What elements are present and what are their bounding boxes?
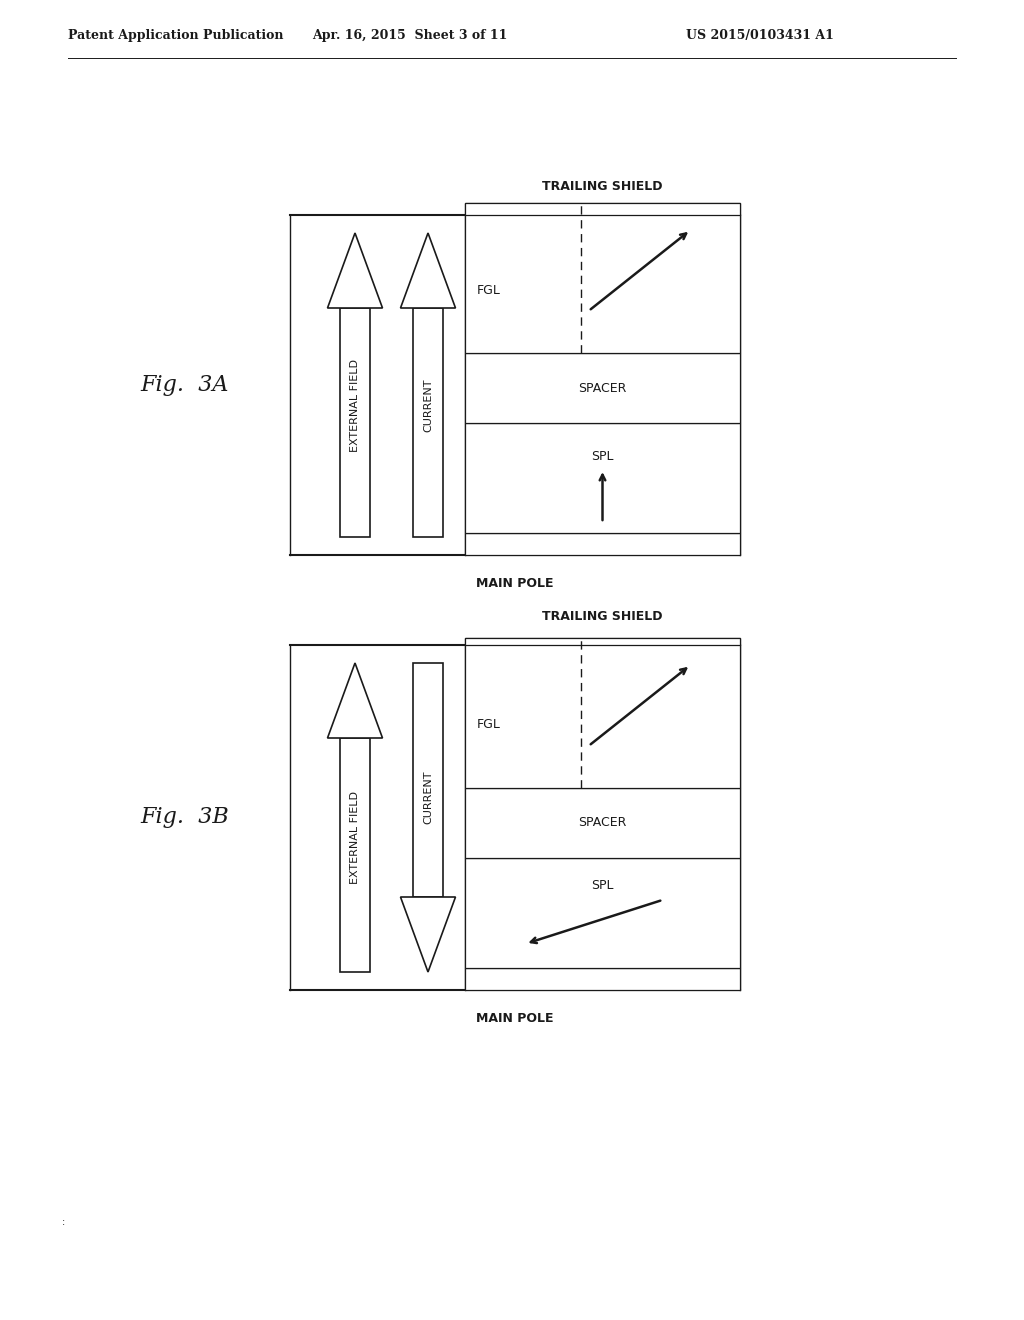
Text: FGL: FGL: [477, 718, 501, 731]
Bar: [465, 203, 740, 352]
Bar: [340, 308, 370, 537]
Bar: [340, 738, 370, 972]
Text: SPL: SPL: [591, 450, 613, 462]
Bar: [465, 858, 740, 968]
Polygon shape: [328, 234, 383, 308]
Bar: [413, 308, 443, 537]
Bar: [465, 352, 740, 422]
Bar: [465, 638, 740, 645]
Bar: [465, 638, 740, 788]
Bar: [465, 533, 740, 554]
Text: CURRENT: CURRENT: [423, 771, 433, 824]
Text: Fig.  3B: Fig. 3B: [140, 807, 229, 829]
Text: EXTERNAL FIELD: EXTERNAL FIELD: [350, 791, 360, 884]
Polygon shape: [328, 663, 383, 738]
Text: CURRENT: CURRENT: [423, 379, 433, 432]
Text: MAIN POLE: MAIN POLE: [476, 1012, 554, 1026]
Bar: [465, 422, 740, 533]
Text: SPACER: SPACER: [579, 817, 627, 829]
Text: SPACER: SPACER: [579, 381, 627, 395]
Bar: [465, 788, 740, 858]
Text: Apr. 16, 2015  Sheet 3 of 11: Apr. 16, 2015 Sheet 3 of 11: [312, 29, 508, 41]
Polygon shape: [400, 898, 456, 972]
Text: SPL: SPL: [591, 879, 613, 892]
Text: MAIN POLE: MAIN POLE: [476, 577, 554, 590]
Text: FGL: FGL: [477, 284, 501, 297]
Text: EXTERNAL FIELD: EXTERNAL FIELD: [350, 359, 360, 451]
Text: Fig.  3A: Fig. 3A: [140, 374, 229, 396]
Bar: [465, 968, 740, 990]
Bar: [465, 203, 740, 215]
Text: TRAILING SHIELD: TRAILING SHIELD: [543, 610, 663, 623]
Text: TRAILING SHIELD: TRAILING SHIELD: [543, 180, 663, 193]
Text: US 2015/0103431 A1: US 2015/0103431 A1: [686, 29, 834, 41]
Bar: [413, 663, 443, 898]
Polygon shape: [400, 234, 456, 308]
Text: Patent Application Publication: Patent Application Publication: [68, 29, 284, 41]
Text: :: :: [62, 1217, 66, 1228]
